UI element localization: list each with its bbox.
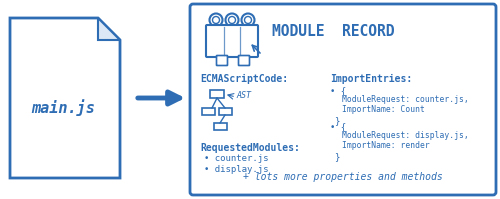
FancyArrowPatch shape bbox=[138, 92, 180, 104]
Text: RequestedModules:: RequestedModules: bbox=[200, 143, 300, 153]
Bar bbox=[210, 90, 224, 98]
Text: • {: • { bbox=[330, 122, 346, 131]
Bar bbox=[214, 123, 227, 130]
Circle shape bbox=[242, 14, 254, 26]
Text: AST: AST bbox=[236, 92, 251, 100]
Bar bbox=[219, 108, 232, 115]
Text: ImportEntries:: ImportEntries: bbox=[330, 74, 412, 84]
Text: }: } bbox=[334, 116, 340, 125]
Text: • display.js: • display.js bbox=[204, 165, 268, 174]
Text: MODULE  RECORD: MODULE RECORD bbox=[272, 24, 394, 39]
FancyBboxPatch shape bbox=[190, 4, 496, 195]
Text: ImportName: Count: ImportName: Count bbox=[342, 105, 425, 114]
Polygon shape bbox=[98, 18, 120, 40]
Text: + lots more properties and methods: + lots more properties and methods bbox=[243, 172, 443, 182]
FancyBboxPatch shape bbox=[206, 25, 258, 57]
FancyBboxPatch shape bbox=[216, 56, 228, 65]
Text: ECMAScriptCode:: ECMAScriptCode: bbox=[200, 74, 288, 84]
FancyBboxPatch shape bbox=[238, 56, 250, 65]
Text: ImportName: render: ImportName: render bbox=[342, 141, 430, 150]
Text: ModuleRequest: counter.js,: ModuleRequest: counter.js, bbox=[342, 95, 469, 104]
Text: • counter.js: • counter.js bbox=[204, 154, 268, 163]
Text: main.js: main.js bbox=[31, 100, 95, 116]
Text: ModuleRequest: display.js,: ModuleRequest: display.js, bbox=[342, 131, 469, 140]
Text: • {: • { bbox=[330, 86, 346, 95]
Bar bbox=[202, 108, 215, 115]
Text: }: } bbox=[334, 152, 340, 161]
Circle shape bbox=[226, 14, 238, 26]
Polygon shape bbox=[10, 18, 120, 178]
Circle shape bbox=[210, 14, 222, 26]
